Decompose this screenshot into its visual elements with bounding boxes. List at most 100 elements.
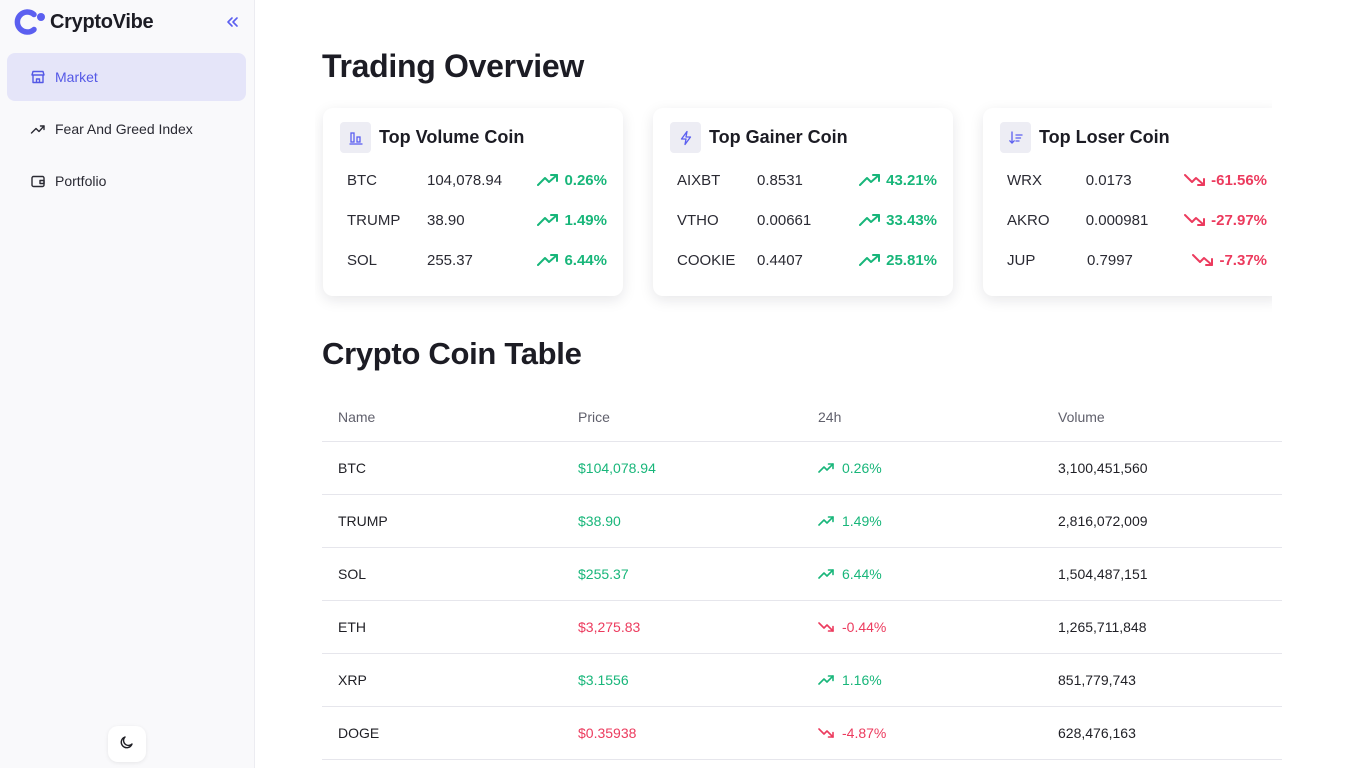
trend-down-icon [818, 622, 834, 632]
column-header-price[interactable]: Price [578, 408, 610, 425]
card-row[interactable]: COOKIE 0.4407 25.81% [677, 249, 937, 271]
sidebar-item-fear-and-greed[interactable]: Fear And Greed Index [7, 105, 246, 153]
page-title: Trading Overview [322, 48, 584, 84]
coin-change: -27.97% [1184, 212, 1267, 229]
column-header-name[interactable]: Name [338, 408, 376, 425]
coin-price: 0.8531 [757, 171, 803, 189]
card-row[interactable]: AKRO 0.000981 -27.97% [1007, 209, 1267, 231]
coin-price: $3,275.83 [578, 619, 641, 635]
trend-down-icon [818, 728, 834, 738]
coin-change: -61.56% [1184, 172, 1267, 189]
coin-change: 0.26% [802, 460, 1042, 476]
table-row[interactable]: ETH $3,275.83 -0.44% 1,265,711,848 [322, 601, 1282, 654]
trend-up-icon [818, 463, 834, 473]
coin-name: DOGE [338, 725, 380, 741]
coin-symbol: AKRO [1007, 211, 1050, 229]
trend-up-icon [859, 213, 881, 227]
lightning-icon [670, 122, 701, 153]
coin-name: XRP [338, 672, 367, 688]
coin-price: $38.90 [578, 513, 621, 529]
coin-symbol: TRUMP [347, 211, 401, 229]
card-top-volume: Top Volume Coin BTC 104,078.94 0.26% TRU… [323, 108, 623, 296]
card-title: Top Gainer Coin [709, 127, 848, 147]
table-title: Crypto Coin Table [322, 336, 582, 371]
coin-symbol: WRX [1007, 171, 1042, 189]
coin-change: -7.37% [1187, 252, 1267, 269]
theme-toggle-button[interactable] [108, 726, 146, 762]
wallet-icon [30, 173, 46, 189]
sidebar: CryptoVibe Market Fear And Greed Index [0, 0, 255, 768]
card-row[interactable]: TRUMP 38.90 1.49% [347, 209, 607, 231]
coin-change: 33.43% [857, 212, 937, 229]
coin-change: 43.21% [857, 172, 937, 189]
coin-price: 0.0173 [1085, 171, 1132, 189]
coin-price: $3.1556 [578, 672, 629, 688]
coin-price: 0.7997 [1087, 251, 1133, 269]
coin-volume: 1,504,487,151 [1058, 566, 1148, 582]
trend-up-icon [818, 675, 834, 685]
column-header-24h[interactable]: 24h [818, 408, 842, 425]
coin-change: 6.44% [802, 566, 1042, 582]
trend-down-icon [1184, 173, 1206, 187]
moon-icon [119, 734, 135, 755]
coin-change: 1.16% [802, 672, 1042, 688]
coin-price: 38.90 [427, 211, 465, 229]
main-content: Trading Overview Top Volume Coin BTC 104… [255, 0, 1348, 768]
coin-volume: 2,816,072,009 [1058, 513, 1148, 529]
card-row[interactable]: JUP 0.7997 -7.37% [1007, 249, 1267, 271]
coin-symbol: AIXBT [677, 171, 721, 189]
coin-name: ETH [338, 619, 366, 635]
card-row[interactable]: BTC 104,078.94 0.26% [347, 169, 607, 191]
table-row[interactable]: DOGE $0.35938 -4.87% 628,476,163 [322, 707, 1282, 760]
coin-change: 1.49% [527, 212, 607, 229]
coin-price: $255.37 [578, 566, 629, 582]
sidebar-item-label: Market [55, 69, 98, 85]
brand-name: CryptoVibe [50, 10, 154, 33]
table-row[interactable]: XRP $3.1556 1.16% 851,779,743 [322, 654, 1282, 707]
trend-up-icon [818, 569, 834, 579]
sidebar-item-portfolio[interactable]: Portfolio [7, 157, 246, 205]
trend-icon [30, 121, 46, 137]
sidebar-item-market[interactable]: Market [7, 53, 246, 101]
card-row[interactable]: AIXBT 0.8531 43.21% [677, 169, 937, 191]
brand[interactable]: CryptoVibe [14, 8, 154, 36]
trend-down-icon [1192, 253, 1214, 267]
column-header-volume[interactable]: Volume [1058, 408, 1105, 425]
table-row[interactable]: BTC $104,078.94 0.26% 3,100,451,560 [322, 442, 1282, 495]
collapse-sidebar-icon[interactable] [222, 12, 242, 32]
card-top-gainer: Top Gainer Coin AIXBT 0.8531 43.21% VTHO… [653, 108, 953, 296]
coin-table: Name Price 24h Volume BTC $104,078.94 0.… [322, 392, 1282, 760]
coin-symbol: SOL [347, 251, 378, 269]
store-icon [30, 69, 46, 85]
coin-price: 0.000981 [1085, 211, 1149, 229]
logo-icon [14, 8, 50, 36]
trend-up-icon [537, 173, 559, 187]
sidebar-item-label: Portfolio [55, 173, 107, 189]
trend-up-icon [859, 253, 881, 267]
trend-up-icon [818, 516, 834, 526]
coin-change: 6.44% [527, 252, 607, 269]
coin-name: SOL [338, 566, 367, 582]
table-row[interactable]: SOL $255.37 6.44% 1,504,487,151 [322, 548, 1282, 601]
coin-symbol: JUP [1007, 251, 1036, 269]
card-header: Top Gainer Coin [670, 122, 848, 153]
table-row[interactable]: TRUMP $38.90 1.49% 2,816,072,009 [322, 495, 1282, 548]
card-row[interactable]: VTHO 0.00661 33.43% [677, 209, 937, 231]
coin-change: -0.44% [802, 619, 1042, 635]
coin-price: 0.00661 [757, 211, 812, 229]
coin-price: $0.35938 [578, 725, 637, 741]
coin-volume: 628,476,163 [1058, 725, 1136, 741]
card-row[interactable]: WRX 0.0173 -61.56% [1007, 169, 1267, 191]
card-header: Top Volume Coin [340, 122, 524, 153]
coin-volume: 1,265,711,848 [1058, 619, 1147, 635]
table-header: Name Price 24h Volume [322, 392, 1282, 442]
overview-cards: Top Volume Coin BTC 104,078.94 0.26% TRU… [315, 100, 1272, 312]
trend-up-icon [537, 253, 559, 267]
card-row[interactable]: SOL 255.37 6.44% [347, 249, 607, 271]
card-top-loser: Top Loser Coin WRX 0.0173 -61.56% AKRO 0… [983, 108, 1272, 296]
bar-chart-icon [340, 122, 371, 153]
trend-up-icon [859, 173, 881, 187]
coin-price: $104,078.94 [578, 460, 656, 476]
trend-down-icon [1184, 213, 1206, 227]
